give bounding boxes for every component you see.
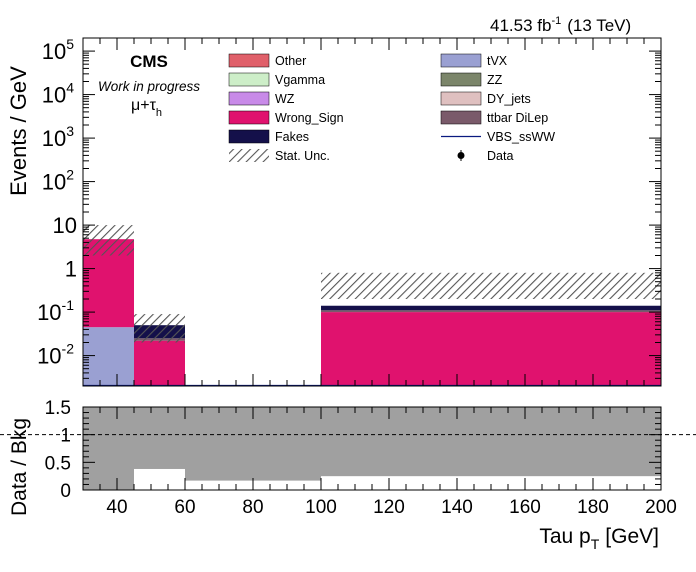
- legend: Other tVX Vgamma ZZ WZ DY_jets Wrong_Sign ttbar…: [228, 53, 555, 163]
- y-tick-label: 105: [42, 36, 74, 64]
- y-tick-label: 1: [65, 257, 77, 282]
- stat-unc-bin-0: [83, 225, 134, 256]
- main-x-axis-ticks: [82, 38, 662, 386]
- y-tick-label: 10-2: [37, 341, 74, 369]
- ratio-band-bin-3: [321, 407, 661, 477]
- legend-swatch-wrong-sign: [228, 110, 270, 125]
- legend-label-dy-jets: DY_jets: [487, 92, 531, 106]
- x-tick-label: 60: [174, 497, 195, 518]
- x-tick-label: 180: [577, 497, 609, 518]
- x-tick-label: 80: [242, 497, 263, 518]
- legend-label-tvx: tVX: [487, 54, 508, 68]
- stat-unc-bin-3: [321, 272, 661, 299]
- legend-label-vgamma: Vgamma: [275, 73, 325, 87]
- y-tick-label: 10: [53, 213, 77, 238]
- legend-label-wz: WZ: [275, 92, 295, 106]
- ratio-y-axis: 0 0.5 1 1.5: [45, 398, 661, 502]
- legend-swatch-zz: [440, 72, 482, 87]
- stat-unc-bin-1: [134, 314, 185, 343]
- main-y-axis-label: Events / GeV: [6, 66, 31, 196]
- stacked-histogram: [83, 239, 661, 386]
- channel-label: μ+τh: [131, 97, 162, 119]
- legend-label-stat-unc: Stat. Unc.: [275, 149, 330, 163]
- legend-label-zz: ZZ: [487, 73, 503, 87]
- x-axis: 40 60 80 100 120 140 160 180 200: [82, 407, 677, 518]
- work-in-progress-label: Work in progress: [98, 79, 200, 94]
- main-y-axis: 10-2 10-1 1 10 102 103 104 105: [37, 36, 661, 387]
- ratio-plot-panel: 0 0.5 1 1.5 40 60 80 100 120 140 160 180 200: [0, 398, 696, 518]
- bar-wrong-sign-bin-1: [134, 340, 185, 386]
- legend-swatch-ttbar-dilep: [440, 110, 482, 125]
- ratio-y-axis-label: Data / Bkg: [8, 418, 31, 516]
- legend-swatch-dy-jets: [440, 91, 482, 106]
- legend-swatch-other: [228, 53, 270, 68]
- ratio-band-bin-2: [185, 407, 321, 481]
- y-tick-label: 103: [42, 123, 74, 151]
- ratio-uncertainty-band: [83, 407, 661, 490]
- bar-wrong-sign-bin-3: [321, 312, 661, 386]
- x-tick-label: 100: [305, 497, 337, 518]
- legend-swatch-wz: [228, 91, 270, 106]
- y-tick-label: 10-1: [37, 297, 74, 325]
- y-tick-label: 104: [42, 80, 74, 108]
- x-tick-label: 40: [106, 497, 127, 518]
- y-tick-label: 102: [42, 167, 74, 195]
- ratio-y-tick-label: 0: [60, 481, 71, 502]
- legend-label-fakes: Fakes: [275, 130, 309, 144]
- stat-uncertainty-band: [83, 225, 661, 343]
- bar-tvx-bin-0: [83, 327, 134, 386]
- legend-swatch-vgamma: [228, 72, 270, 87]
- x-axis-label: Tau pT [GeV]: [539, 525, 659, 552]
- x-tick-label: 140: [441, 497, 473, 518]
- bar-ttbar-dilep-bin-3: [321, 310, 661, 313]
- luminosity-label: 41.53 fb-1 (13 TeV): [490, 15, 631, 35]
- ratio-band-bin-1: [134, 407, 185, 469]
- x-tick-label: 200: [645, 497, 677, 518]
- x-tick-label: 160: [509, 497, 541, 518]
- legend-label-other: Other: [275, 54, 306, 68]
- legend-swatch-stat-unc: [229, 149, 269, 162]
- bar-fakes-bin-3: [321, 305, 661, 311]
- legend-swatch-tvx: [440, 53, 482, 68]
- cms-label: CMS: [130, 52, 168, 71]
- legend-swatch-fakes: [228, 129, 270, 144]
- ratio-y-tick-label: 0.5: [45, 453, 71, 474]
- legend-label-ttbar-dilep: ttbar DiLep: [487, 111, 548, 125]
- legend-label-data: Data: [487, 149, 513, 163]
- ratio-band-bin-0: [83, 407, 134, 490]
- legend-label-vbs-ssww: VBS_ssWW: [487, 130, 555, 144]
- x-tick-label: 120: [373, 497, 405, 518]
- legend-label-wrong-sign: Wrong_Sign: [275, 111, 344, 125]
- ratio-y-tick-label: 1.5: [45, 398, 71, 419]
- main-plot-panel: 10-2 10-1 1 10 102 103 104 105: [37, 36, 662, 387]
- ratio-y-tick-label: 1: [60, 426, 71, 447]
